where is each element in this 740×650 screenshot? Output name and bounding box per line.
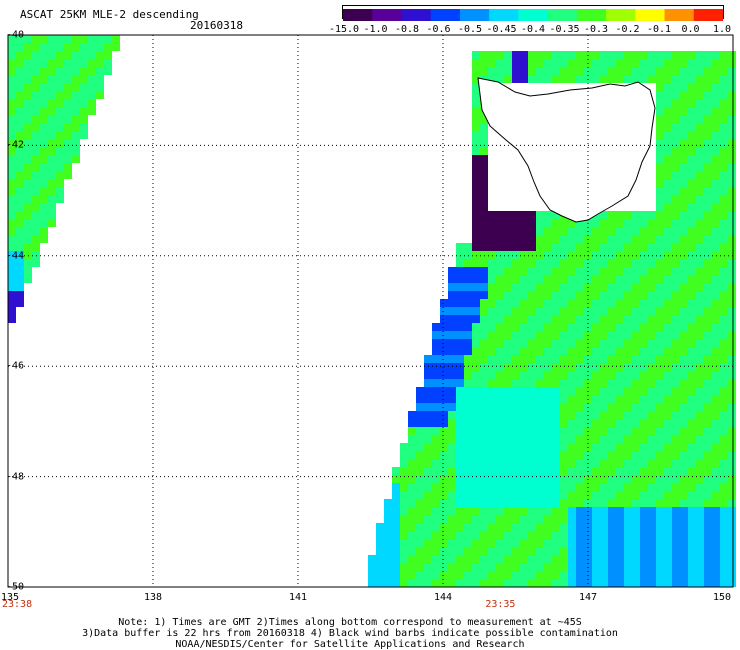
colorbar-segment [606, 9, 636, 21]
colorbar-segment [518, 9, 549, 21]
colorbar-segment [489, 9, 519, 21]
colorbar-tick-label: 1.0 [712, 24, 732, 35]
colorbar-gradient [343, 9, 724, 21]
footer-note-2: 3)Data buffer is 22 hrs from 20160318 4)… [82, 628, 618, 639]
latitude-label: -50 [6, 581, 25, 593]
latitude-label: -42 [6, 139, 25, 151]
colorbar-tick-label: -0.3 [583, 24, 609, 35]
pass-time-label: 23:38 [2, 599, 33, 610]
colorbar-segment [401, 9, 432, 21]
colorbar [342, 5, 724, 21]
colorbar-segment [635, 9, 666, 21]
latitude-label: -40 [6, 29, 25, 41]
wind-field [8, 35, 736, 587]
colorbar-tick-label: -0.8 [394, 24, 420, 35]
longitude-label: 147 [578, 592, 598, 603]
latitude-label: -46 [6, 360, 25, 372]
pass-time-label: 23:35 [485, 599, 516, 610]
colorbar-tick-label: -0.2 [615, 24, 640, 35]
wind-map [7, 34, 736, 588]
map-frame [7, 34, 734, 588]
longitude-label: 138 [143, 592, 163, 603]
longitude-label: 144 [433, 592, 453, 603]
colorbar-tick-label: -0.35 [549, 24, 580, 35]
colorbar-segment [547, 9, 578, 21]
colorbar-tick-label: -1.0 [363, 24, 388, 35]
footer-credit: NOAA/NESDIS/Center for Satellite Applica… [175, 639, 525, 650]
colorbar-segment [693, 9, 724, 21]
longitude-label: 150 [712, 592, 732, 603]
product-title: ASCAT 25KM MLE-2 descending [20, 8, 199, 21]
product-date: 20160318 [190, 19, 243, 32]
tasmania-landmass [477, 77, 656, 223]
colorbar-segment [459, 9, 490, 21]
latitude-label: -48 [6, 471, 25, 483]
colorbar-tick-label: -15.0 [328, 24, 360, 35]
colorbar-tick-label: -0.4 [520, 24, 546, 35]
colorbar-segment [576, 9, 607, 21]
colorbar-segment [343, 9, 373, 21]
colorbar-tick-label: -0.6 [426, 24, 451, 35]
footer-note-1: Note: 1) Times are GMT 2)Times along bot… [118, 617, 582, 628]
colorbar-tick-label: -0.5 [457, 24, 483, 35]
latitude-label: -44 [6, 250, 25, 262]
colorbar-segment [372, 9, 402, 21]
colorbar-tick-label: 0.0 [681, 24, 700, 35]
colorbar-segment [664, 9, 695, 21]
colorbar-tick-label: -0.45 [486, 24, 517, 35]
colorbar-tick-label: -0.1 [646, 24, 672, 35]
longitude-label: 141 [288, 592, 308, 603]
longitude-label: 135 [0, 592, 20, 603]
colorbar-segment [430, 9, 461, 21]
